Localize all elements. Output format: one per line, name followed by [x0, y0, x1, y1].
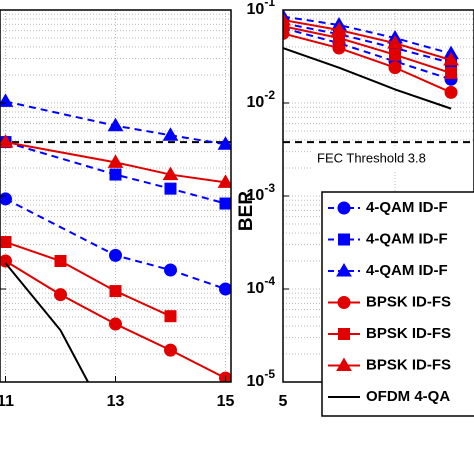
- marker: [0, 192, 12, 206]
- series-line: [283, 27, 452, 81]
- marker: [0, 236, 12, 249]
- legend-label: BPSK ID-FS: [366, 325, 451, 342]
- marker: [387, 35, 403, 49]
- marker: [336, 357, 352, 371]
- marker: [54, 288, 67, 302]
- marker: [109, 168, 122, 181]
- y-tick-label: 10-5: [247, 367, 276, 390]
- x-tick-label: 13: [107, 393, 125, 410]
- threshold-label: FEC Threshold 3.8: [317, 151, 426, 166]
- marker: [107, 154, 124, 168]
- marker: [283, 20, 289, 33]
- legend-label: BPSK ID-FS: [366, 293, 451, 310]
- legend-label: 4-QAM ID-F: [366, 262, 448, 279]
- series-line: [283, 22, 452, 64]
- marker: [54, 255, 67, 268]
- marker: [337, 296, 351, 309]
- legend-label: OFDM 4-QA: [366, 388, 450, 405]
- series-line: [283, 47, 452, 110]
- x-tick-label: 5: [279, 393, 288, 410]
- series-line: [4, 262, 89, 382]
- y-tick-label: 10-3: [247, 181, 276, 204]
- series-line: [283, 32, 452, 94]
- marker: [338, 233, 350, 246]
- marker: [219, 197, 231, 210]
- marker: [336, 263, 352, 277]
- plot: [0, 10, 231, 382]
- marker: [109, 285, 122, 298]
- marker: [0, 134, 14, 148]
- marker: [162, 127, 179, 141]
- series-line: [5, 100, 226, 146]
- series-line: [5, 241, 171, 318]
- marker: [217, 136, 231, 150]
- series-line: [283, 19, 452, 61]
- series-line: [283, 25, 452, 74]
- legend: 4-QAM ID-F 4-QAM ID-F 4-QAM ID-F BPSK ID-FS…: [321, 191, 474, 417]
- marker: [217, 174, 231, 188]
- marker: [107, 117, 124, 132]
- x-tick-label: 15: [217, 393, 235, 410]
- marker: [164, 310, 177, 323]
- marker: [0, 254, 12, 268]
- series-line: [283, 15, 452, 55]
- marker: [443, 52, 459, 66]
- legend-label: BPSK ID-FS: [366, 356, 451, 373]
- marker: [388, 61, 402, 75]
- x-tick-label: 11: [0, 393, 14, 410]
- marker: [338, 328, 350, 340]
- marker: [331, 21, 347, 36]
- series-line: [5, 198, 226, 290]
- marker: [164, 263, 177, 277]
- threshold-label-bg: [313, 148, 474, 171]
- marker: [109, 248, 122, 262]
- y-axis-label: BER: [236, 191, 257, 231]
- legend-label: 4-QAM ID-F: [366, 230, 448, 247]
- marker: [445, 67, 458, 80]
- marker: [389, 48, 402, 61]
- legend-label: 4-QAM ID-F: [366, 199, 448, 216]
- marker: [162, 166, 179, 181]
- marker: [283, 12, 291, 26]
- axes-frame: [0, 9, 232, 383]
- y-tick-label: 10-1: [247, 0, 276, 18]
- marker: [219, 282, 231, 296]
- y-tick-label: 10-2: [247, 88, 276, 111]
- marker: [164, 182, 177, 195]
- series-line: [5, 141, 226, 184]
- y-tick-label: 10-4: [247, 274, 276, 297]
- marker: [337, 201, 351, 215]
- marker: [444, 85, 458, 99]
- marker: [109, 317, 122, 331]
- marker: [164, 343, 177, 357]
